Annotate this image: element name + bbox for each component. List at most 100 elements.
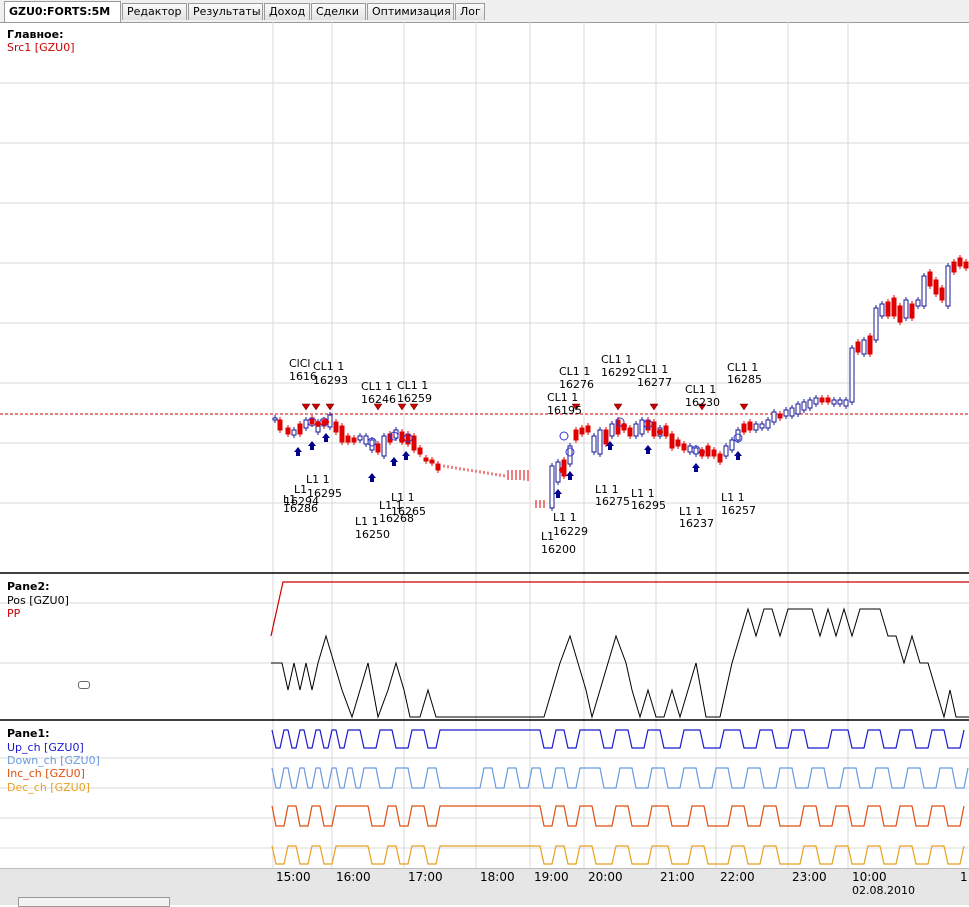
candle-body	[915, 299, 921, 307]
candle-body	[897, 305, 903, 323]
candle-body	[651, 421, 657, 437]
exit-circle	[565, 447, 575, 457]
candle-body	[435, 463, 441, 471]
legend-up-ch: Up_ch [GZU0]	[7, 741, 84, 754]
candle-body	[345, 435, 351, 443]
candle-body	[717, 453, 723, 463]
legend-src1: Src1 [GZU0]	[7, 41, 75, 54]
candle-body	[579, 427, 585, 435]
candle-body	[837, 399, 843, 405]
tab-income[interactable]: Доход	[264, 3, 310, 20]
annotation-label: L1	[283, 493, 296, 506]
annotation-label: CL1 1	[727, 361, 758, 374]
grid-lines	[0, 22, 969, 868]
annotation-label: L1 1	[595, 483, 619, 496]
candle-body	[309, 417, 315, 425]
exit-circle	[389, 431, 399, 441]
annotation-value: 16195	[547, 404, 582, 417]
candle-body	[423, 457, 429, 462]
time-tick: 22:00	[720, 870, 755, 884]
time-tick: 19:00	[534, 870, 569, 884]
dec-ch-line	[271, 845, 965, 865]
annotation-label: L1 1	[306, 473, 330, 486]
candle-body	[369, 439, 375, 451]
annotation-label: ClCl	[289, 357, 310, 370]
candle-body	[272, 417, 278, 421]
buy-marker	[308, 441, 316, 450]
time-tick: 23:00	[792, 870, 827, 884]
sell-marker	[311, 403, 321, 411]
main-pane-title: Главное:	[7, 28, 64, 41]
tab-results[interactable]: Результаты	[188, 3, 263, 20]
candle-body	[333, 421, 339, 433]
collapse-handle[interactable]	[78, 681, 90, 689]
candle-body	[687, 445, 693, 453]
candle-body	[927, 271, 933, 287]
annotation-label: CL1 1	[361, 380, 392, 393]
legend-pos: Pos [GZU0]	[7, 594, 69, 607]
candle-body	[675, 439, 681, 447]
candle-body	[945, 265, 951, 307]
trade-dot	[315, 421, 321, 427]
annotation-label: L1 1	[721, 491, 745, 504]
buy-marker	[644, 445, 652, 454]
candle-body	[573, 429, 579, 441]
tab-editor[interactable]: Редактор	[122, 3, 187, 20]
annotation-value: 16237	[679, 517, 714, 530]
horizontal-scrollbar[interactable]	[18, 897, 170, 907]
candle-body	[801, 401, 807, 411]
candle-body	[807, 399, 813, 409]
tab-log[interactable]: Лог	[455, 3, 485, 20]
candle-body	[849, 347, 855, 403]
candle-body	[747, 421, 753, 431]
candle-body	[855, 341, 861, 353]
annotation-value: 1616	[289, 370, 317, 383]
buy-marker	[554, 489, 562, 498]
annotation-value: 16295	[631, 499, 666, 512]
candle-body	[831, 399, 837, 405]
candle-body	[669, 433, 675, 449]
sell-marker	[739, 403, 749, 411]
exit-circle	[643, 419, 653, 429]
buy-marker	[402, 451, 410, 460]
buy-marker	[368, 473, 376, 482]
annotation-label: CL1 1	[547, 391, 578, 404]
sell-marker	[697, 403, 707, 411]
candle-body	[885, 301, 891, 317]
time-tick: 1	[960, 870, 968, 884]
annotation-value: 16259	[397, 392, 432, 405]
candle-body	[285, 427, 291, 435]
price-candles	[272, 255, 969, 511]
candle-body	[591, 435, 597, 453]
candle-body	[879, 303, 885, 317]
candle-body	[819, 397, 825, 403]
buy-marker	[734, 451, 742, 460]
candle-body	[585, 425, 591, 433]
candle-body	[381, 435, 387, 457]
annotation-value: 16275	[595, 495, 630, 508]
sell-marker	[325, 403, 335, 411]
candle-body	[627, 427, 633, 437]
annotation-value: 16268	[379, 512, 414, 525]
candle-body	[765, 419, 771, 429]
candle-body	[375, 443, 381, 453]
annotation-label: CL1 1	[397, 379, 428, 392]
tab-optimization[interactable]: Оптимизация	[367, 3, 454, 20]
candle-body	[277, 419, 283, 431]
tab-bar: GZU0:FORTS:5M Редактор Результаты Доход …	[0, 0, 969, 23]
candle-body	[753, 423, 759, 431]
tab-chart[interactable]: GZU0:FORTS:5M	[4, 1, 121, 22]
candle-body	[735, 429, 741, 441]
time-tick: 15:00	[276, 870, 311, 884]
tab-deals[interactable]: Сделки	[311, 3, 366, 20]
pane1-lines	[271, 729, 969, 865]
time-tick: 20:00	[588, 870, 623, 884]
candle-body	[339, 425, 345, 443]
candle-body	[411, 435, 417, 451]
candle-body	[861, 339, 867, 355]
annotation-value: 16200	[541, 543, 576, 556]
sell-marker	[301, 403, 311, 411]
exit-circle	[559, 431, 569, 441]
annotation-value: 16276	[559, 378, 594, 391]
